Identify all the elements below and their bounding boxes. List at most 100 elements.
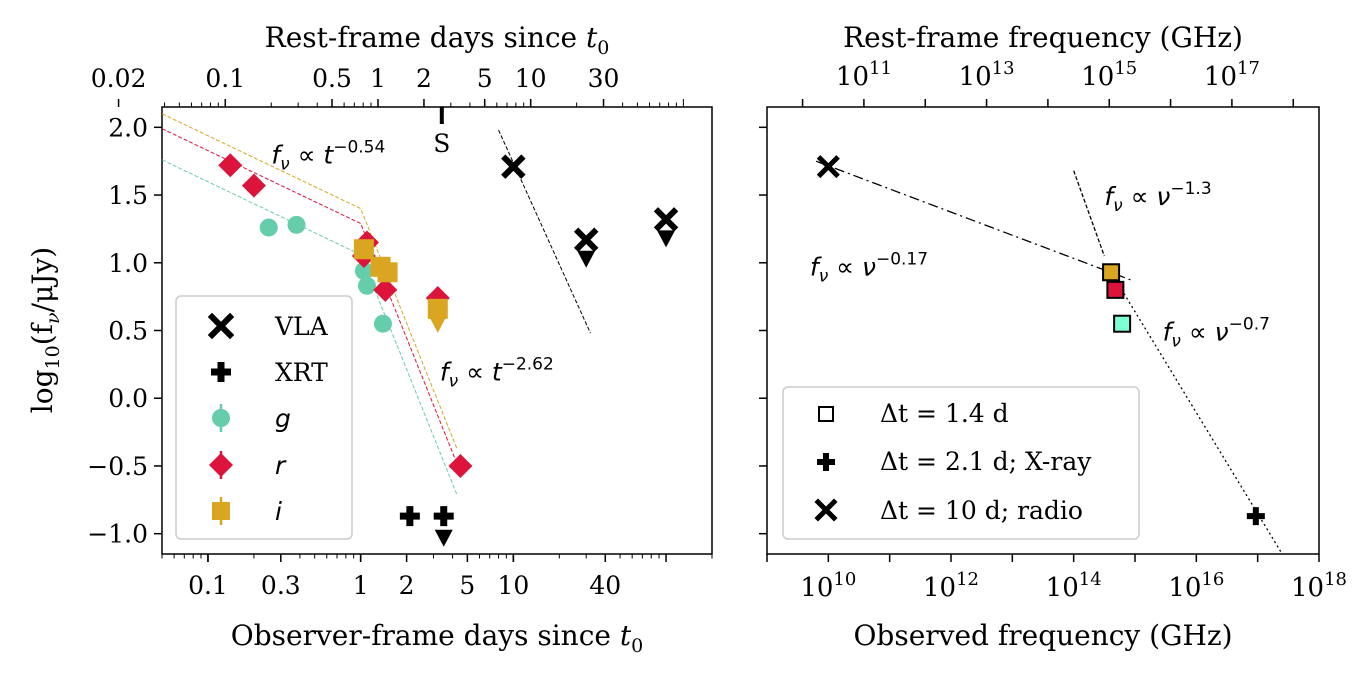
left-x-tick-label: 2 <box>399 571 415 600</box>
point-r <box>373 277 398 302</box>
left-x-tick-label: 1 <box>353 571 369 600</box>
left-top-tick-label: 1 <box>370 64 386 93</box>
point-g <box>373 314 392 333</box>
right-data-points <box>816 155 1265 526</box>
left-y-tick-label: 0.5 <box>108 317 148 346</box>
sed-point-optical <box>1113 314 1132 333</box>
sed-point-radio <box>816 155 840 179</box>
right-x-tick-label: 1012 <box>923 569 979 603</box>
legend-label-xrt: XRT <box>275 358 328 387</box>
legend-marker-x <box>814 498 838 522</box>
right-top-tick-label: 1015 <box>1081 58 1137 92</box>
point-i <box>427 298 448 319</box>
point-i <box>353 239 374 260</box>
legend-marker-xrt <box>211 362 231 382</box>
sed-point-xray <box>1246 507 1265 526</box>
left-y-tick-label: 1.0 <box>108 249 148 278</box>
left-top-tick-label: 0.02 <box>91 64 147 93</box>
left-top-tick-label: 0.1 <box>205 64 245 93</box>
left-fit-line <box>161 113 458 450</box>
left-x-axis-label: Observer-frame days since t0 <box>231 619 643 657</box>
point-vla <box>653 207 679 232</box>
left-y-axis-label: log10(fν/μJy) <box>26 247 64 413</box>
left-panel: 0.1 0.3 1 2 5 10 40 0.02 0.1 0.5 1 2 5 10 30 2.0 1.5 1.… <box>26 21 713 657</box>
right-top-tick-label: 1013 <box>959 58 1015 92</box>
point-g <box>354 261 373 280</box>
left-fit-line <box>161 159 458 496</box>
left-x-tick-label: 10 <box>497 571 529 600</box>
point-i <box>377 262 398 283</box>
s-marker: S <box>433 107 450 158</box>
legend-label-vla: VLA <box>274 312 329 341</box>
point-r <box>218 153 243 178</box>
right-y-ticks <box>759 126 767 535</box>
upper-limit-i <box>428 315 447 333</box>
left-top-tick-label: 30 <box>588 64 620 93</box>
upper-limit-vla <box>657 230 676 248</box>
left-y-tick-label: 2.0 <box>108 113 148 142</box>
right-x-tick-label: 1010 <box>800 569 856 603</box>
legend-marker-vla <box>207 312 235 340</box>
point-vla <box>501 154 526 179</box>
point-r <box>241 173 266 198</box>
right-x-tick-label: 1014 <box>1046 569 1102 603</box>
point-vla <box>573 227 599 252</box>
right-top-tick-label: 1011 <box>836 58 892 92</box>
legend-label-2.1d: Δt = 2.1 d; X-ray <box>880 447 1092 476</box>
left-y-tick-label: −1.0 <box>87 520 148 549</box>
legend-marker-g <box>212 404 230 432</box>
left-data-points <box>218 153 679 547</box>
legend-label-10d: Δt = 10 d; radio <box>880 496 1083 525</box>
left-top-axis-label: Rest-frame days since t0 <box>265 21 610 59</box>
nu-0.17-annotation: fν ∝ ν−0.17 <box>810 249 928 286</box>
legend-marker-r <box>209 451 233 479</box>
point-r <box>448 453 473 478</box>
left-top-tick-label: 10 <box>515 64 547 93</box>
point-xrt <box>399 506 420 527</box>
left-y-ticks: 2.0 1.5 1.0 0.5 0.0 −0.5 −1.0 <box>87 113 162 549</box>
upper-limit-xrt <box>434 529 453 547</box>
point-g <box>357 276 376 295</box>
legend-label-i: i <box>275 497 282 526</box>
left-y-tick-label: 0.0 <box>108 384 148 413</box>
left-top-tick-label: 5 <box>477 64 493 93</box>
right-legend-box <box>782 386 1140 540</box>
legend-label-r: r <box>275 451 287 480</box>
s-marker-label: S <box>433 129 450 158</box>
left-top-tick-label: 0.5 <box>312 64 352 93</box>
left-x-tick-label: 0.3 <box>261 571 301 600</box>
legend-marker-i <box>212 497 230 525</box>
left-x-ticks: 0.1 0.3 1 2 5 10 40 <box>161 554 713 600</box>
right-x-axis-label: Observed frequency (GHz) <box>853 619 1232 652</box>
legend-label-g: g <box>275 404 291 433</box>
legend-marker-square <box>818 406 834 422</box>
late-slope-annotation: fν ∝ t−2.62 <box>440 354 554 391</box>
point-g <box>259 218 278 237</box>
right-top-tick-label: 1017 <box>1204 58 1260 92</box>
nu-0.7-annotation: fν ∝ ν−0.7 <box>1163 315 1270 352</box>
right-x-tick-label: 1018 <box>1291 569 1347 603</box>
right-top-ticks: 1011 1013 1015 1017 <box>801 58 1294 107</box>
point-xrt <box>433 506 454 527</box>
right-x-ticks: 1010 1012 1014 1016 1018 <box>766 554 1347 603</box>
right-fit-line <box>1073 170 1105 257</box>
early-slope-annotation: fν ∝ t−0.54 <box>271 138 385 175</box>
nu-1.3-annotation: fν ∝ ν−1.3 <box>1104 179 1211 216</box>
left-x-tick-label: 5 <box>459 571 475 600</box>
point-g <box>287 215 306 234</box>
legend-marker-plus <box>817 453 835 471</box>
right-x-tick-label: 1016 <box>1168 569 1224 603</box>
right-panel: 1010 1012 1014 1016 1018 1011 1013 1015 1017 Ob… <box>759 21 1347 652</box>
left-y-tick-label: 1.5 <box>108 181 148 210</box>
upper-limit-vla <box>577 250 596 268</box>
left-x-tick-label: 0.1 <box>188 571 228 600</box>
right-fit-line <box>815 160 1133 281</box>
right-top-axis-label: Rest-frame frequency (GHz) <box>843 21 1243 54</box>
sed-point-optical <box>1106 280 1125 299</box>
left-top-ticks: 0.02 0.1 0.5 1 2 5 10 30 <box>91 64 684 107</box>
left-x-tick-label: 40 <box>589 571 621 600</box>
legend-label-1.4d: Δt = 1.4 d <box>880 399 1009 428</box>
left-top-tick-label: 2 <box>416 64 432 93</box>
left-y-tick-label: −0.5 <box>87 452 148 481</box>
